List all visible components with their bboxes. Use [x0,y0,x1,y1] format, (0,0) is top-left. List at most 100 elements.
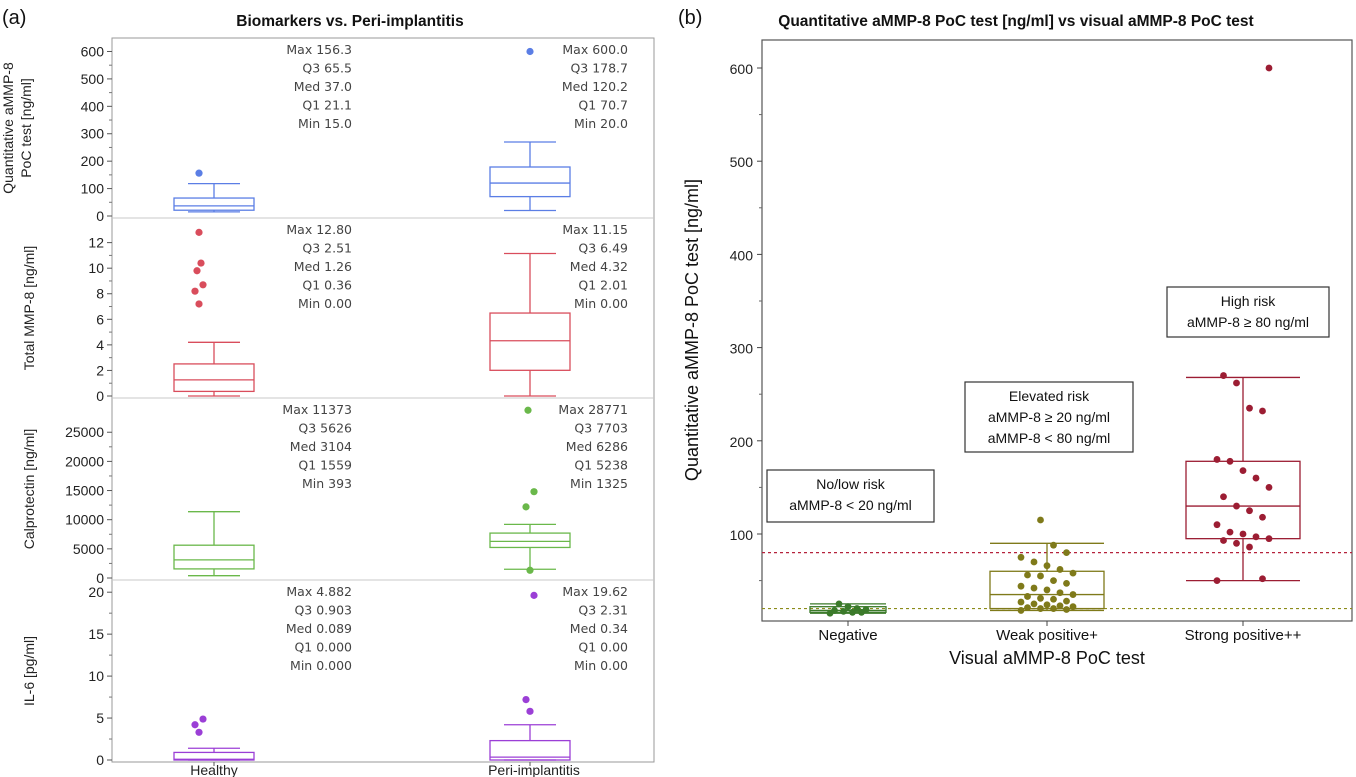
data-point [862,606,870,613]
stat-label: Min 0.00 [574,296,628,311]
box-peri-implantitis: Max 19.62 Q3 2.31 Med 0.34 Q1 0.00 Min 0.00 [489,584,628,761]
y-tick-label: 5000 [73,541,104,557]
y-tick-label: 300 [81,126,105,142]
data-point [1063,579,1070,587]
data-point [1017,582,1025,590]
y-tick-label: 100 [81,181,105,197]
stat-label: Med 4.32 [570,259,628,274]
y-tick-label: 20000 [65,453,104,469]
data-point [849,608,856,616]
subplot-1: 0 2 4 6 8 10 12 Total MMP-8 [ng/ml] Max 12.80 Q3 … [21,217,654,404]
y-tick-label: 10000 [65,512,104,528]
box-peri-implantitis: Max 28771 Q3 7703 Med 6286 Q1 5238 Min 1325 [489,402,628,574]
y-axis-label: PoC test [ng/ml] [18,78,34,178]
data-point [1017,607,1025,614]
data-point [1213,577,1221,584]
subplot-0: 0 100 200 300 400 500 600 Quantitative aMMP-8 Po… [0,42,628,224]
data-point [1069,591,1077,598]
outlier-point [199,715,207,723]
data-point [1213,521,1221,529]
y-axis-label: IL-6 [pg/ml] [21,636,37,706]
stat-label: Min 20.0 [574,116,628,131]
y-tick-label: 0 [96,752,104,768]
outlier-point [191,287,199,295]
stat-label: Min 1325 [570,476,628,491]
data-point [1030,600,1038,608]
data-point [1233,539,1240,547]
stat-label: Q1 2.01 [578,278,628,293]
annotation-box [1166,286,1330,338]
annotation-text: aMMP-8 ≥ 20 ng/ml [988,409,1110,425]
y-tick-label: 200 [730,434,754,450]
outlier-point [197,259,205,267]
stat-label: Min 0.00 [574,658,628,673]
data-point [1043,601,1051,609]
y-tick-label: 12 [88,235,104,251]
data-point [1239,467,1247,475]
stat-label: Max 12.80 [286,222,352,237]
data-point [1246,507,1253,515]
data-point [1037,605,1044,612]
outlier-point [195,169,203,177]
data-point [1056,589,1064,597]
stat-label: Q1 0.00 [578,640,628,655]
box-peri-implantitis: Max 11.15 Q3 6.49 Med 4.32 Q1 2.01 Min 0.00 [489,222,628,397]
iqr-box [489,739,571,761]
y-tick-label: 0 [96,208,104,224]
data-point [1265,64,1273,72]
data-point [1233,502,1240,510]
stat-label: Med 120.2 [562,79,628,94]
data-point [1259,513,1266,521]
x-tick-label: Weak positive+ [996,627,1098,644]
y-tick-label: 0 [96,570,104,586]
x-tick-label: Healthy [190,762,237,777]
stat-label: Max 28771 [558,402,628,417]
data-point [1050,595,1057,603]
outlier-point [530,591,538,599]
stat-label: Med 37.0 [294,79,352,94]
annotation-box [766,469,935,523]
data-point [844,603,852,611]
annotation-box [964,381,1134,453]
y-tick-label: 2 [96,362,104,378]
stat-label: Q3 178.7 [570,61,628,76]
data-point [1063,549,1070,557]
annotation-text: aMMP-8 ≥ 80 ng/ml [1187,314,1309,330]
data-point [1220,537,1227,544]
iqr-box [173,544,255,570]
y-tick-label: 4 [96,337,104,353]
stat-label: Q1 5238 [574,458,628,473]
x-axis-label: Visual aMMP-8 PoC test [949,648,1145,668]
stat-label: Q3 7703 [574,421,628,436]
box-peri-implantitis: Max 600.0 Q3 178.7 Med 120.2 Q1 70.7 Min 20.… [489,42,628,212]
data-point [1043,586,1051,594]
annotation-text: High risk [1221,293,1276,309]
y-tick-label: 15000 [65,483,104,499]
y-tick-label: 5 [96,710,104,726]
data-point [1069,569,1077,577]
y-tick-label: 400 [81,98,105,114]
data-point [1030,558,1038,566]
outlier-point [526,47,534,56]
x-tick-label: Strong positive++ [1185,627,1302,644]
stat-label: Q3 65.5 [302,61,352,76]
iqr-box [173,751,255,761]
stat-label: Min 0.00 [298,296,352,311]
data-point [1265,535,1273,543]
box-healthy: Max 156.3 Q3 65.5 Med 37.0 Q1 21.1 Min 15.0 [173,42,352,213]
subplot-2: 0 5000 10000 15000 20000 25000 Calprotectin [n… [21,397,654,586]
stat-label: Max 600.0 [562,42,628,57]
iqr-box [989,570,1105,610]
data-point [1017,553,1025,561]
data-point [1043,562,1051,570]
data-point [1050,605,1057,612]
stat-label: Min 393 [302,476,352,491]
data-point [840,607,847,615]
y-tick-label: 6 [96,311,104,327]
data-point [1233,379,1240,387]
annotation-text: Elevated risk [1009,388,1090,404]
data-point [1030,584,1038,592]
outlier-point [199,281,207,289]
data-point [1252,533,1260,541]
data-point [1220,372,1227,379]
